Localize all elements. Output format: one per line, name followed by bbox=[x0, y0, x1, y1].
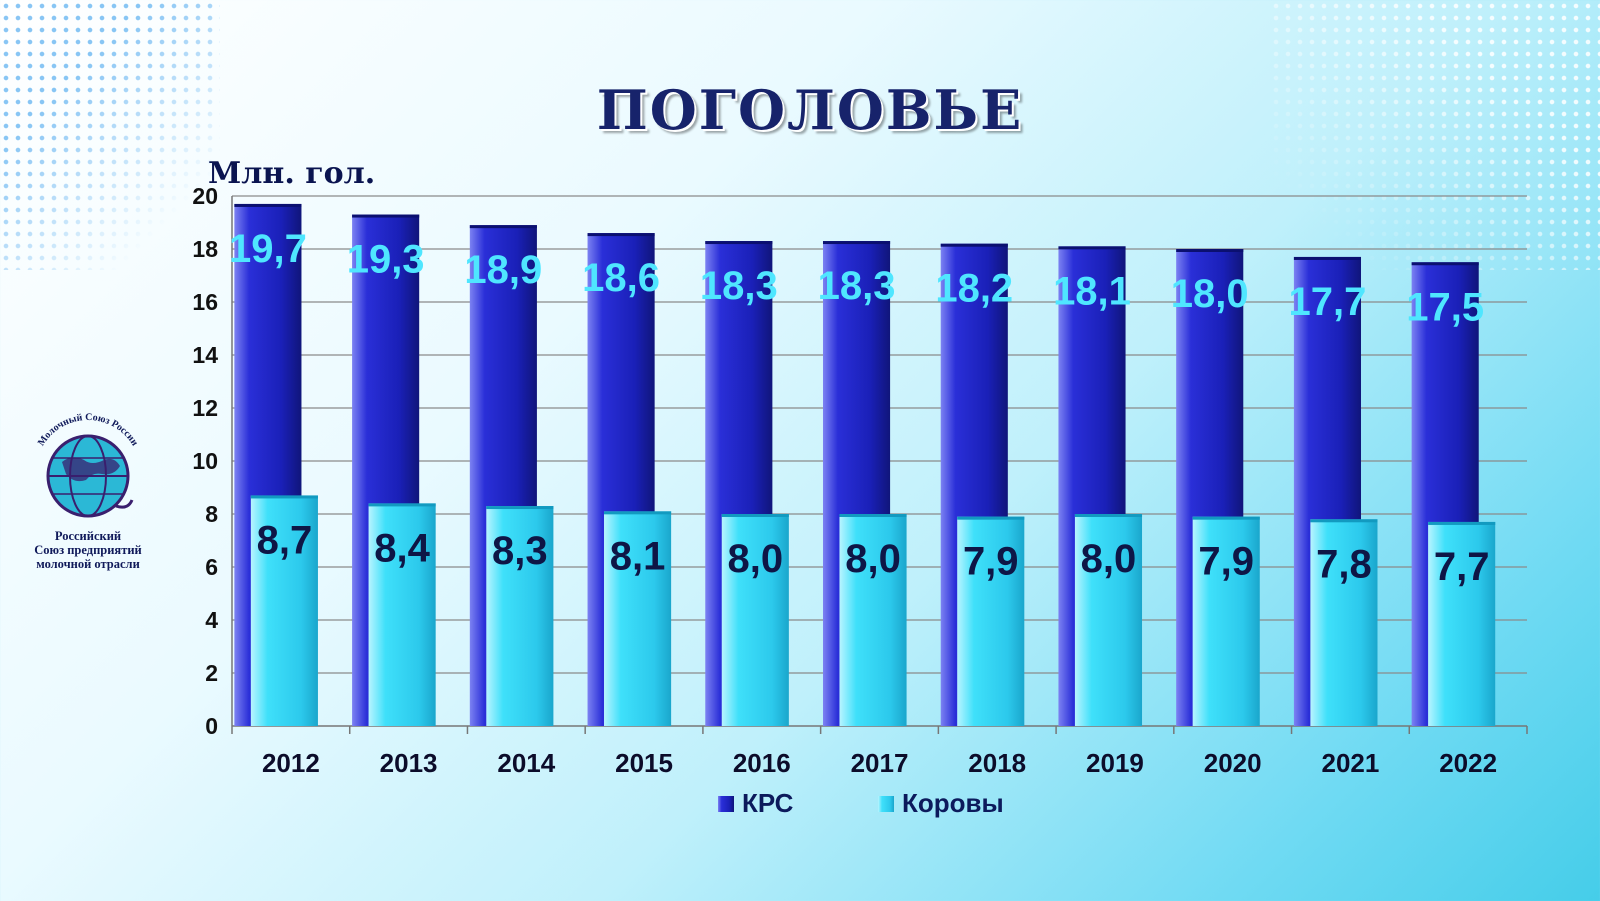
bar-cows bbox=[839, 514, 907, 726]
bar-krs-top-edge bbox=[1058, 246, 1126, 250]
bar-cows-top-edge bbox=[604, 511, 672, 515]
logo-line: Российский bbox=[54, 529, 122, 543]
x-category-label: 2012 bbox=[262, 748, 320, 778]
data-label-cows: 8,0 bbox=[845, 537, 901, 581]
bar-cows-top-edge bbox=[1428, 521, 1496, 525]
bar-krs-top-edge bbox=[705, 241, 773, 245]
data-label-krs: 18,2 bbox=[935, 267, 1013, 311]
bar-cows bbox=[368, 503, 436, 726]
x-category-label: 2021 bbox=[1321, 748, 1379, 778]
x-category-label: 2022 bbox=[1439, 748, 1497, 778]
data-label-cows: 7,9 bbox=[963, 540, 1019, 584]
axes: 0 2 4 6 8 10 12 14 16 18 20 bbox=[192, 183, 1528, 739]
y-tick-label: 2 bbox=[205, 660, 218, 686]
page-title: ПОГОЛОВЬЕ bbox=[596, 78, 1024, 142]
decor-dots-top-left bbox=[0, 0, 220, 270]
y-tick-label: 0 bbox=[205, 713, 218, 739]
data-label-cows: 8,1 bbox=[610, 534, 666, 578]
bar-cows-top-edge bbox=[368, 503, 436, 507]
x-category-label: 2020 bbox=[1204, 748, 1262, 778]
x-category-label: 2019 bbox=[1086, 748, 1144, 778]
bar-cows bbox=[486, 506, 554, 726]
legend-swatch-cows bbox=[878, 796, 894, 812]
data-label-krs: 17,7 bbox=[1289, 280, 1367, 324]
bar-cows-top-edge bbox=[839, 514, 907, 517]
bar-cows-top-edge bbox=[957, 516, 1025, 520]
data-label-krs: 19,7 bbox=[229, 227, 307, 271]
x-category-label: 2014 bbox=[497, 748, 555, 778]
y-tick-label: 4 bbox=[205, 607, 218, 633]
data-label-cows: 8,7 bbox=[257, 518, 313, 562]
bar-krs-top-edge bbox=[469, 225, 537, 229]
bar-cows bbox=[250, 495, 318, 726]
x-category-label: 2015 bbox=[615, 748, 673, 778]
bar-cows bbox=[1310, 519, 1378, 726]
bar-cows-top-edge bbox=[486, 506, 554, 510]
bar-krs-top-edge bbox=[352, 214, 420, 218]
y-tick-label: 12 bbox=[192, 395, 218, 421]
data-label-krs: 18,3 bbox=[818, 264, 896, 308]
y-axis-unit-label: Млн. гол. bbox=[208, 156, 376, 191]
bar-cows bbox=[1428, 521, 1496, 726]
logo-line: Союз предприятий bbox=[34, 543, 142, 557]
bar-krs-top-edge bbox=[1293, 256, 1362, 260]
bar-cows bbox=[957, 516, 1025, 726]
x-category-label: 2013 bbox=[380, 748, 438, 778]
bar-krs-top-edge bbox=[822, 241, 891, 245]
x-category-label: 2017 bbox=[851, 748, 909, 778]
bar-cows-top-edge bbox=[721, 514, 789, 517]
bar-krs-top-edge bbox=[940, 243, 1008, 247]
data-label-krs: 18,9 bbox=[464, 248, 542, 292]
x-category-label: 2018 bbox=[968, 748, 1026, 778]
data-label-cows: 8,0 bbox=[727, 537, 783, 581]
bar-krs-top-edge bbox=[1176, 249, 1244, 252]
bar-cows-top-edge bbox=[1310, 519, 1378, 523]
bar-cows-top-edge bbox=[250, 495, 318, 499]
data-label-cows: 7,7 bbox=[1434, 545, 1490, 589]
y-tick-label: 14 bbox=[192, 342, 218, 368]
data-label-krs: 18,3 bbox=[700, 264, 778, 308]
legend: КРС Коровы bbox=[718, 788, 1004, 818]
logo-line: молочной отрасли bbox=[36, 557, 140, 571]
logo: Молочный Союз России Российский Союз пре… bbox=[18, 410, 158, 571]
data-label-cows: 8,0 bbox=[1081, 537, 1137, 581]
bar-cows bbox=[1192, 516, 1260, 726]
y-tick-label: 20 bbox=[192, 183, 218, 209]
data-label-krs: 19,3 bbox=[347, 238, 425, 282]
y-tick-label: 18 bbox=[192, 236, 218, 262]
legend-label-cows: Коровы bbox=[902, 788, 1004, 818]
bar-krs-top-edge bbox=[1411, 262, 1479, 266]
data-label-krs: 18,0 bbox=[1171, 272, 1249, 316]
data-label-cows: 7,9 bbox=[1198, 540, 1254, 584]
bar-cows bbox=[1074, 514, 1143, 726]
data-label-krs: 17,5 bbox=[1406, 285, 1484, 329]
bar-cows bbox=[721, 514, 789, 726]
y-tick-label: 8 bbox=[205, 501, 218, 527]
x-category-label: 2016 bbox=[733, 748, 791, 778]
logo-caption: Российский Союз предприятий молочной отр… bbox=[18, 529, 158, 571]
series-cows-bars bbox=[250, 495, 1496, 726]
data-label-krs: 18,6 bbox=[582, 256, 660, 300]
bar-krs-top-edge bbox=[234, 203, 302, 207]
bar-cows bbox=[604, 511, 672, 726]
decor-dots-top-right bbox=[1270, 0, 1600, 270]
bar-krs-top-edge bbox=[587, 233, 655, 237]
x-axis-categories: 2012 2013 2014 2015 2016 2017 2018 2019 2020 2021… bbox=[262, 748, 1497, 778]
y-tick-label: 16 bbox=[192, 289, 218, 315]
legend-swatch-krs bbox=[718, 796, 734, 812]
data-label-cows: 8,4 bbox=[374, 526, 430, 570]
data-label-cows: 8,3 bbox=[492, 529, 548, 573]
data-label-cows: 7,8 bbox=[1316, 542, 1372, 586]
data-labels: 19,7 8,7 19,3 8,4 18,9 8,3 18,6 8,1 18,3 8,0 18,3 8… bbox=[229, 227, 1489, 589]
legend-label-krs: КРС bbox=[742, 788, 794, 818]
y-tick-label: 10 bbox=[192, 448, 218, 474]
bar-cows-top-edge bbox=[1192, 516, 1260, 520]
y-tick-label: 6 bbox=[205, 554, 218, 580]
bar-cows-top-edge bbox=[1074, 514, 1143, 517]
data-label-krs: 18,1 bbox=[1053, 269, 1131, 313]
globe-logo-icon: Молочный Союз России bbox=[36, 412, 140, 518]
